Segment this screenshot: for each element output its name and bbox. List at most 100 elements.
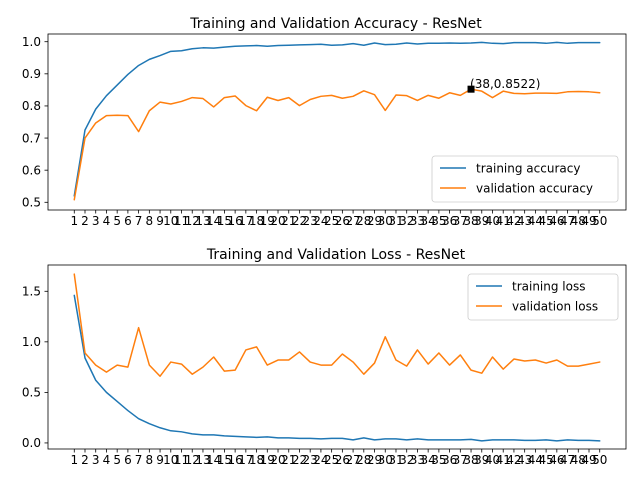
loss-point-validation — [298, 351, 300, 353]
loss-point-training — [309, 437, 311, 439]
loss-x-tick-label: 2 — [81, 453, 89, 467]
loss-x-tick-label: 21 — [281, 453, 296, 467]
loss-point-validation — [127, 366, 129, 368]
accuracy-point-validation — [545, 92, 547, 94]
accuracy-point-validation — [116, 114, 118, 116]
accuracy-legend-box — [431, 155, 619, 203]
accuracy-point-training — [502, 42, 504, 44]
accuracy-point-validation — [170, 103, 172, 105]
accuracy-x-tick-label: 12 — [185, 214, 200, 228]
accuracy-x-tick-label: 50 — [592, 214, 607, 228]
accuracy-x-tick-label: 6 — [124, 214, 132, 228]
accuracy-point-training — [448, 42, 450, 44]
loss-point-validation — [373, 362, 375, 364]
loss-point-training — [202, 434, 204, 436]
loss-x-tick-label: 39 — [474, 453, 489, 467]
loss-point-validation — [73, 273, 75, 275]
accuracy-point-validation — [427, 94, 429, 96]
loss-point-validation — [448, 364, 450, 366]
accuracy-point-training — [577, 41, 579, 43]
loss-point-training — [470, 438, 472, 440]
loss-point-training — [363, 437, 365, 439]
loss-point-validation — [288, 359, 290, 361]
loss-point-training — [513, 439, 515, 441]
accuracy-point-validation — [266, 96, 268, 98]
loss-x-tick-label: 36 — [442, 453, 457, 467]
accuracy-point-validation — [491, 96, 493, 98]
loss-point-validation — [438, 352, 440, 354]
loss-point-training — [73, 294, 75, 296]
accuracy-x-tick-label: 16 — [227, 214, 242, 228]
accuracy-point-validation — [148, 110, 150, 112]
accuracy-point-validation — [277, 99, 279, 101]
accuracy-point-validation — [599, 92, 601, 94]
loss-point-validation — [137, 326, 139, 328]
accuracy-y-tick-label: 1.0 — [22, 35, 41, 49]
accuracy-point-validation — [255, 110, 257, 112]
loss-point-training — [223, 435, 225, 437]
accuracy-point-training — [556, 41, 558, 43]
accuracy-point-training — [599, 41, 601, 43]
accuracy-point-validation — [534, 92, 536, 94]
loss-x-tick-label: 23 — [303, 453, 318, 467]
accuracy-point-training — [373, 42, 375, 44]
accuracy-point-validation — [448, 92, 450, 94]
loss-point-validation — [352, 361, 354, 363]
loss-x-tick-label: 3 — [92, 453, 100, 467]
loss-point-training — [373, 439, 375, 441]
loss-x-tick-label: 46 — [549, 453, 564, 467]
loss-point-training — [95, 379, 97, 381]
loss-legend-label-training: training loss — [512, 280, 585, 294]
accuracy-x-tick-label: 33 — [410, 214, 425, 228]
loss-point-validation — [245, 349, 247, 351]
loss-point-training — [137, 417, 139, 419]
accuracy-x-tick-label: 21 — [281, 214, 296, 228]
accuracy-x-tick-label: 45 — [538, 214, 553, 228]
accuracy-x-tick-label: 26 — [335, 214, 350, 228]
loss-point-training — [395, 438, 397, 440]
loss-x-tick-label: 15 — [217, 453, 232, 467]
loss-point-validation — [330, 364, 332, 366]
accuracy-point-validation — [245, 104, 247, 106]
loss-point-validation — [84, 352, 86, 354]
loss-legend-label-validation: validation loss — [512, 300, 598, 314]
accuracy-ticks: 1 2 3 4 5 6 7 8 9 1011121314151617181920212223242… — [22, 35, 607, 228]
accuracy-point-validation — [180, 100, 182, 102]
loss-x-tick-label: 50 — [592, 453, 607, 467]
accuracy-point-training — [202, 47, 204, 49]
loss-point-validation — [384, 336, 386, 338]
loss-x-tick-label: 1 — [70, 453, 78, 467]
accuracy-point-training — [212, 47, 214, 49]
accuracy-point-training — [352, 42, 354, 44]
accuracy-point-training — [427, 42, 429, 44]
loss-point-validation — [577, 365, 579, 367]
loss-point-validation — [566, 365, 568, 367]
accuracy-x-tick-label: 46 — [549, 214, 564, 228]
loss-point-validation — [502, 368, 504, 370]
loss-point-validation — [481, 372, 483, 374]
loss-point-training — [255, 436, 257, 438]
accuracy-x-tick-label: 32 — [399, 214, 414, 228]
accuracy-x-tick-label: 1 — [70, 214, 78, 228]
accuracy-y-tick-label: 0.7 — [22, 131, 41, 145]
loss-point-validation — [202, 366, 204, 368]
accuracy-x-tick-label: 39 — [474, 214, 489, 228]
loss-x-tick-label: 34 — [421, 453, 436, 467]
accuracy-point-training — [470, 42, 472, 44]
accuracy-point-training — [170, 50, 172, 52]
accuracy-point-training — [384, 43, 386, 45]
accuracy-point-training — [298, 44, 300, 46]
accuracy-point-validation — [298, 104, 300, 106]
accuracy-point-validation — [416, 99, 418, 101]
accuracy-point-validation — [577, 90, 579, 92]
accuracy-point-validation — [159, 101, 161, 103]
loss-point-validation — [223, 370, 225, 372]
accuracy-point-training — [105, 94, 107, 96]
loss-x-tick-label: 31 — [388, 453, 403, 467]
loss-point-training — [566, 439, 568, 441]
loss-point-training — [170, 430, 172, 432]
loss-point-training — [245, 436, 247, 438]
loss-point-training — [406, 439, 408, 441]
